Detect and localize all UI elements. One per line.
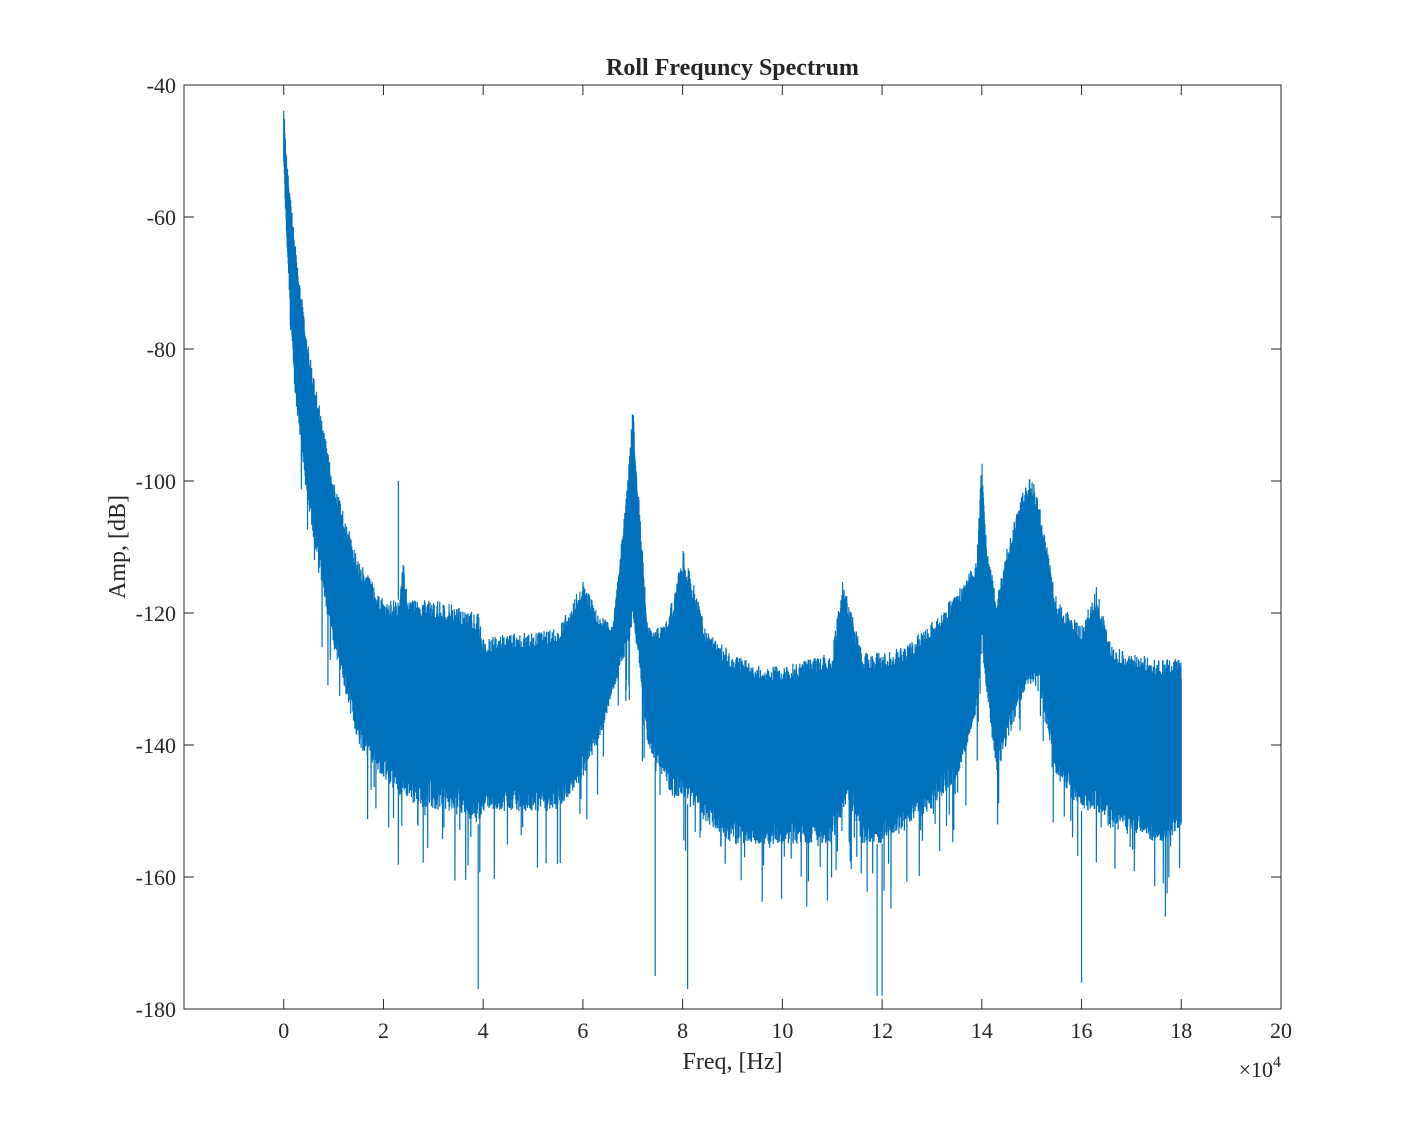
y-tick-label: -160: [136, 865, 176, 890]
y-tick-label: -80: [147, 337, 176, 362]
y-tick-label: -140: [136, 733, 176, 758]
x-tick-label: 8: [677, 1018, 688, 1043]
x-tick-label: 20: [1270, 1018, 1292, 1043]
y-tick-label: -60: [147, 205, 176, 230]
y-axis-label: Amp, [dB]: [105, 495, 131, 599]
y-tick-label: -180: [136, 997, 176, 1022]
x-axis: 0 2 4 6 8 10 12 14 16 18 20: [278, 85, 1292, 1043]
axes-box: [183, 84, 1282, 1010]
y-tick-label: -120: [136, 601, 176, 626]
spectrum-density-band: [283, 109, 1182, 809]
y-tick-label: -100: [136, 469, 176, 494]
x-tick-label: 0: [278, 1018, 289, 1043]
x-exponent-label: ×104: [1239, 1054, 1281, 1082]
x-axis-label: Freq, [Hz]: [683, 1049, 783, 1075]
x-tick-label: 14: [971, 1018, 993, 1043]
x-tick-label: 12: [871, 1018, 893, 1043]
chart-title: Roll Frequncy Spectrum: [606, 55, 859, 81]
x-tick-label: 10: [771, 1018, 793, 1043]
data-layer: [283, 109, 1182, 996]
x-tick-label: 2: [378, 1018, 389, 1043]
x-exponent-base: ×10: [1239, 1057, 1273, 1082]
x-tick-label: 6: [577, 1018, 588, 1043]
x-tick-label: 16: [1071, 1018, 1093, 1043]
x-tick-label: 4: [478, 1018, 489, 1043]
y-axis: -180 -160 -140 -120 -100 -80 -60 -40: [136, 73, 1281, 1022]
x-exponent-power: 4: [1273, 1054, 1281, 1071]
y-tick-label: -40: [147, 73, 176, 98]
x-tick-label: 18: [1170, 1018, 1192, 1043]
